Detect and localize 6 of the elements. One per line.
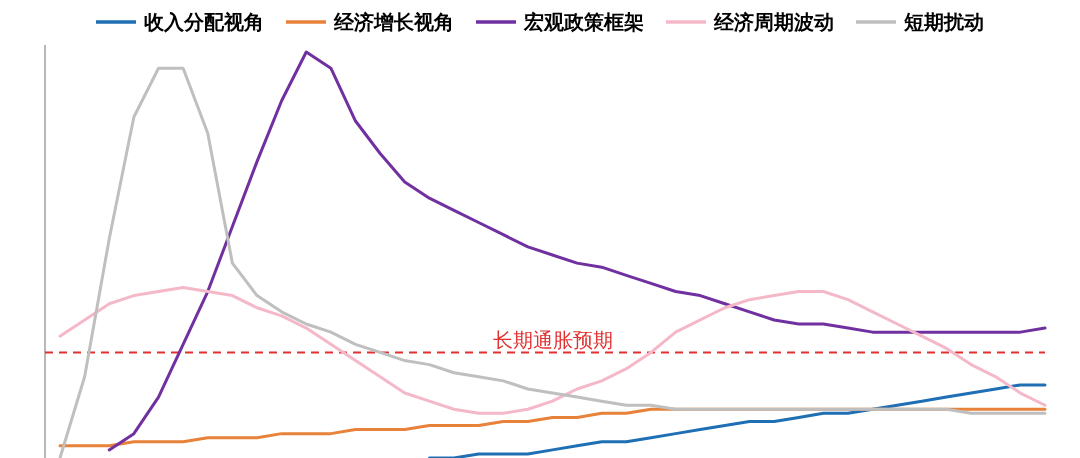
legend-label: 短期扰动 <box>903 10 984 34</box>
ref-line-label: 长期通胀预期 <box>492 328 613 353</box>
legend-label: 经济周期波动 <box>713 10 834 34</box>
legend-label: 经济增长视角 <box>333 10 454 34</box>
legend-label: 宏观政策框架 <box>523 10 644 34</box>
legend-label: 收入分配视角 <box>144 10 264 34</box>
